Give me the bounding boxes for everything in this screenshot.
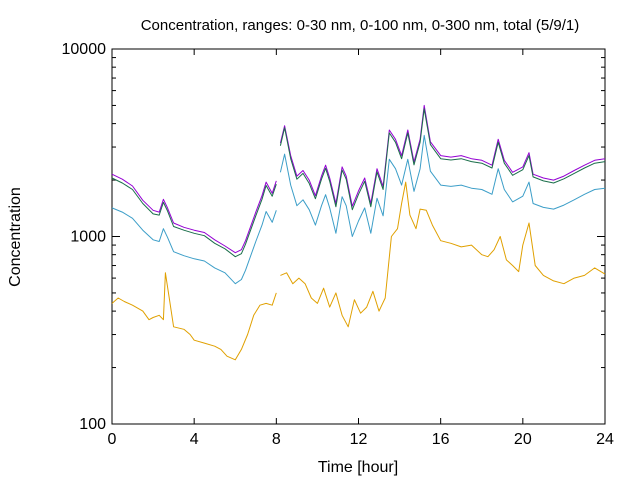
y-axis-label: Concentration: [7, 187, 24, 287]
x-tick-label: 16: [432, 431, 450, 448]
series-line: [111, 108, 606, 258]
x-axis-ticks: 0 4 8 12 16 20 24: [108, 49, 614, 448]
x-tick-label: 24: [596, 431, 614, 448]
series-line: [111, 181, 606, 361]
x-tick-label: 12: [350, 431, 368, 448]
series-line: [111, 104, 606, 254]
y-tick-label: 1000: [70, 229, 106, 246]
y-axis-ticks: 100 1000 10000: [62, 41, 605, 433]
chart-title: Concentration, ranges: 0-30 nm, 0-100 nm…: [141, 17, 580, 34]
y-tick-label: 100: [79, 416, 106, 433]
x-tick-label: 0: [108, 431, 117, 448]
x-tick-label: 4: [190, 431, 199, 448]
y-tick-label: 10000: [62, 41, 107, 58]
x-axis-label: Time [hour]: [318, 459, 398, 476]
x-tick-label: 8: [272, 431, 281, 448]
x-tick-label: 20: [514, 431, 532, 448]
series-line: [111, 134, 606, 285]
series-layer: [111, 104, 606, 361]
